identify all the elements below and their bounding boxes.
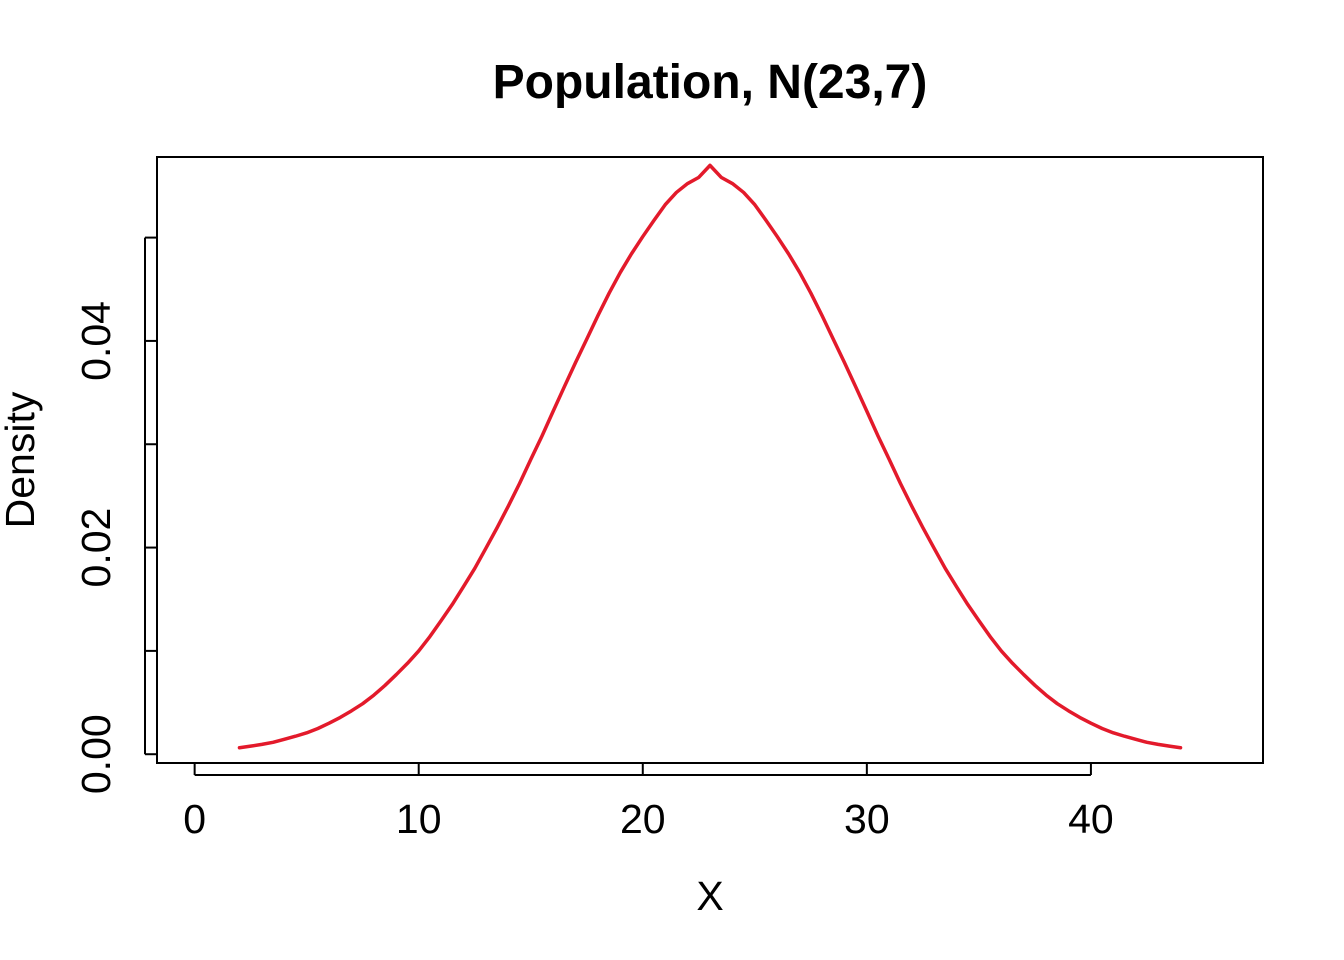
y-tick-label: 0.04 [73,301,119,381]
x-tick-label: 30 [844,796,890,842]
y-axis-label: Density [0,391,43,528]
x-tick-label: 0 [183,796,206,842]
y-tick-label: 0.02 [73,508,119,588]
x-axis: 0 10 20 30 40 [183,763,1114,842]
y-axis: 0.00 0.02 0.04 [73,236,157,794]
y-tick-label: 0.00 [73,714,119,794]
x-axis-label: X [696,873,723,919]
x-tick-label: 40 [1068,796,1114,842]
plot-frame [156,156,1264,764]
x-tick-label: 20 [620,796,666,842]
density-curve [237,163,1183,750]
chart-title: Population, N(23,7) [493,56,928,109]
x-tick-label: 10 [396,796,442,842]
